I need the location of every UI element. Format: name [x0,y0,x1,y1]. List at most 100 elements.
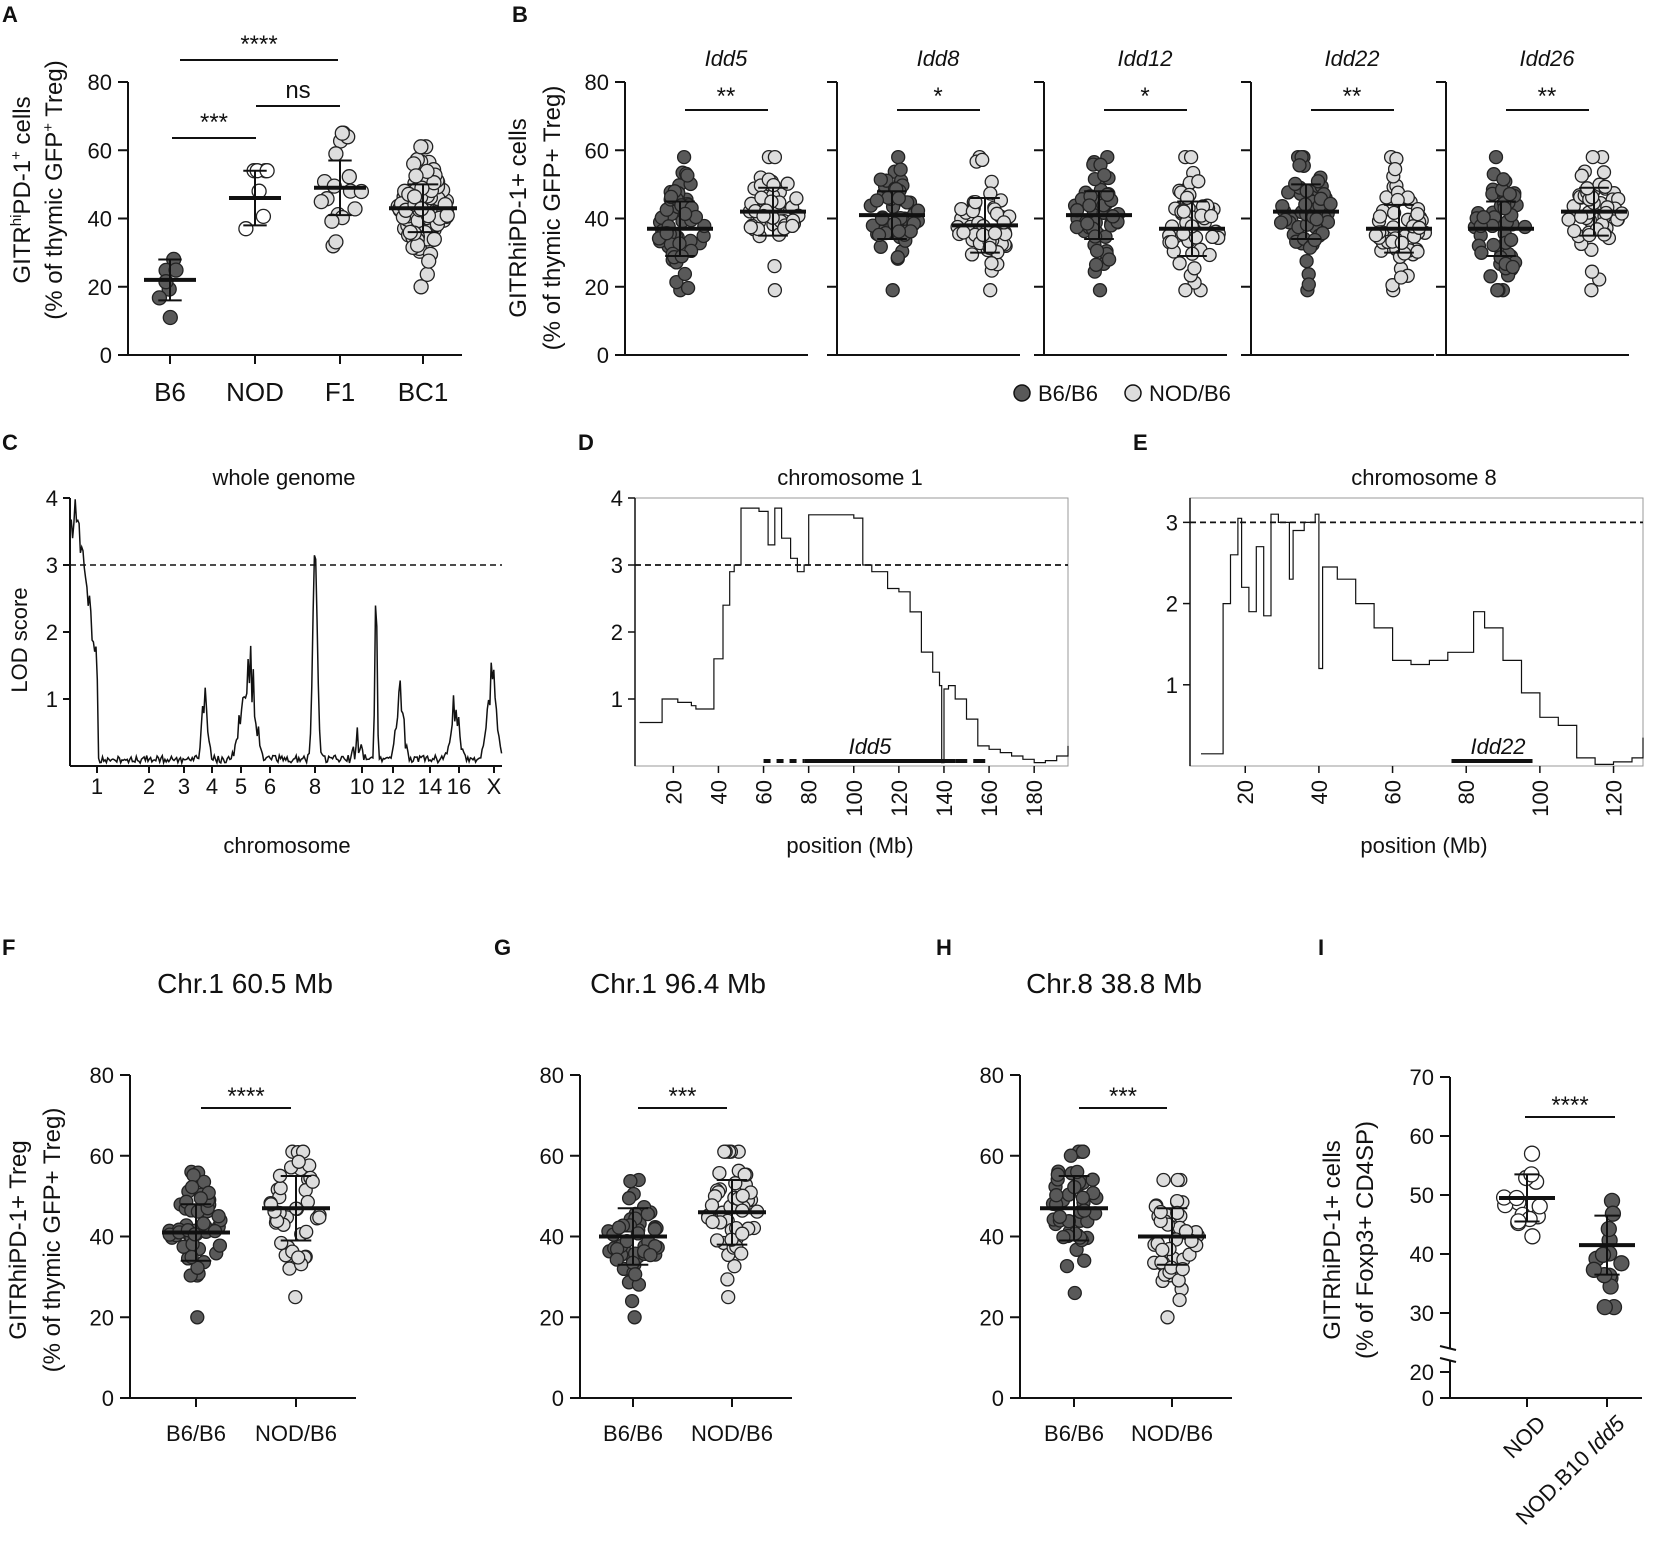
panel-h-y-tick-label: 40 [980,1225,1004,1250]
panel-b-idd8-b6-point [891,149,906,165]
panel-h-nodb6-point [1172,1292,1187,1308]
panel-e-xlabel: position (Mb) [1360,833,1487,858]
panel-g-b6b6-point [643,1247,658,1263]
panel-b-idd5-nod-point [743,220,758,235]
panel-g-y-tick-label: 80 [540,1063,564,1088]
panel-b-subtitle: Idd22 [1324,46,1379,71]
panel-a-f1-point [324,213,340,229]
panel-d-x-tick-label: 100 [842,780,867,817]
panel-f-b6b6-point [184,1179,200,1195]
panel-b-idd8-b6-point [869,193,885,208]
panel-a-f1-point [328,146,344,162]
panel-a-ylabel-line1: GITRhiPD-1+ cells [8,96,36,283]
panel-a-bc1-point [406,189,423,205]
panel-g-y-tick-label: 20 [540,1305,564,1330]
panel-label-b: B [512,2,528,27]
panel-g-nodb6-point [720,1272,735,1287]
panel-b-idd12-nod-point [1176,204,1191,219]
panel-i-nod-point [1531,1198,1548,1215]
panel-b-idd5-y-tick-label: 40 [585,207,609,232]
panel-d-title: chromosome 1 [777,465,923,490]
panel-h-b6b6-point [1056,1229,1071,1245]
panel-b-idd22-b6-point [1307,232,1322,248]
panel-b-idd12-b6-point [1089,243,1105,259]
panel-b-idd5-nod-point [767,149,783,165]
panel-c-x-tick-label: 4 [206,774,218,799]
panel-e-x-tick-label: 40 [1307,780,1332,804]
panel-f-b6b6-point [196,1216,211,1231]
panel-i-nodb10-point [1585,1261,1603,1278]
panel-f-y-tick-label: 80 [90,1063,114,1088]
panel-a-ylabel-line2: (% of thymic GFP+ Treg) [40,60,68,319]
panel-d-region-label: Idd5 [849,734,893,759]
panel-a-x-label: NOD [226,377,284,407]
panel-e-y-tick-label: 2 [1166,592,1178,617]
panel-b-idd26-nod-point [1574,168,1589,183]
panel-c-x-tick-label: 3 [178,774,190,799]
panel-i-y-tick-label: 0 [1422,1386,1434,1411]
panel-b-subtitle: Idd8 [917,46,961,71]
panel-e-x-tick-label: 100 [1528,780,1553,817]
panel-label-c: C [2,430,18,455]
panel-b-idd22-b6-point [1310,174,1326,189]
panel-a-b6-point [162,309,178,326]
panel-b-idd8-nod-point [984,174,999,190]
panel-b-sig-label: ** [1343,83,1362,110]
panel-i-nodb10-point [1600,1220,1617,1238]
panel-a-f1-point [347,201,363,217]
panel-f-b6b6-point [193,1191,208,1206]
panel-b-idd26-b6-point [1483,269,1498,284]
panel-d-y-tick-label: 1 [611,687,623,712]
panel-a-nod-point [255,208,272,225]
panel-h-sig-label: *** [1109,1083,1137,1110]
panel-h-y-tick-label: 60 [980,1144,1004,1169]
panel-b-idd12-nod-point [1205,229,1220,245]
panel-g-nodb6-point [717,1144,732,1159]
panel-i-y-tick-label: 30 [1410,1301,1434,1326]
panel-i-nod-point [1523,1145,1541,1162]
panel-g-b6b6-point [640,1206,655,1222]
panel-e-region-label: Idd22 [1470,734,1525,759]
panel-b-idd8-nod-point [982,240,997,256]
panel-i-xlabel-nod: NOD [1498,1411,1550,1463]
panel-a-f1-point [313,193,329,210]
panel-b-idd22-nod-point [1393,270,1409,285]
panel-b-idd8-b6-point [903,224,918,239]
panel-b-subtitle: Idd5 [705,46,749,71]
panel-b-idd26-b6-point [1505,259,1520,275]
panel-e-lod-line [1201,513,1644,766]
panel-b-idd26-b6-point [1476,210,1491,225]
panel-b-idd26-b6-point [1502,186,1517,202]
panel-h-y-tick-label: 20 [980,1305,1004,1330]
panel-b-idd12-b6-point [1092,283,1108,298]
panel-h-b6b6-point [1075,1144,1091,1159]
panel-g-b6b6-point [647,1222,662,1237]
legend-nodb6-label: NOD/B6 [1149,381,1231,406]
panel-b-idd5-b6-point [680,168,695,183]
panel-f-b6b6-point [186,1168,201,1183]
panel-h-y-tick-label: 80 [980,1063,1004,1088]
panel-f-b6b6-point [211,1209,226,1224]
panel-f-b6b6-point [190,1310,205,1325]
panel-g-b6b6-point [623,1174,638,1189]
panel-f-nodb6-point [273,1180,288,1196]
panel-b-idd8-b6-point [873,239,888,254]
panel-g-b6b6-point [621,1191,637,1206]
panel-b-idd22-b6-point [1323,196,1338,212]
panel-f-ylabel-line1: GITRhiPD-1+ Treg [5,1140,32,1339]
panel-h-nodb6-point [1170,1172,1185,1188]
panel-b-idd12-nod-point [1178,283,1193,298]
panel-a-y-tick-label: 0 [100,343,112,368]
panel-h-nodb6-point [1175,1261,1190,1277]
panel-b-idd22-b6-point [1292,158,1307,173]
panel-b-sig-label: ** [717,83,736,110]
panel-i-y-tick-label: 50 [1410,1183,1434,1208]
panel-c-x-tick-label: 2 [143,774,155,799]
panel-b-idd8-nod-point [975,152,990,168]
panel-b-idd12-nod-point [1183,149,1199,165]
panel-b-idd26-nod-point [1584,283,1599,298]
panel-b-idd8-nod-point [987,226,1003,241]
panel-b-idd8-nod-point [954,201,969,217]
panel-e-y-tick-label: 1 [1166,673,1178,698]
